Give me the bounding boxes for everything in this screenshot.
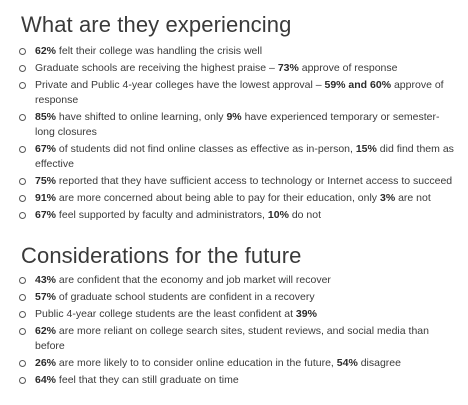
bullet-text: Graduate schools are receiving the highe… <box>35 62 278 74</box>
bullet-text: felt their college was handling the cris… <box>56 45 263 57</box>
bullet-text: are more concerned about being able to p… <box>56 192 380 204</box>
bullet-stat: 67% <box>35 209 57 221</box>
bullet-stat: 39% <box>295 308 317 320</box>
bullet-item: Graduate schools are receiving the highe… <box>18 61 454 76</box>
bullet-stat: 10% <box>267 209 289 221</box>
bullet-stat: 15% <box>355 143 377 155</box>
bullet-text: feel supported by faculty and administra… <box>56 209 268 221</box>
bullet-text: reported that they have sufficient acces… <box>56 175 453 187</box>
bullet-item: 62% felt their college was handling the … <box>18 44 454 59</box>
bullet-stat: 67% <box>35 143 57 155</box>
bullet-circle-icon <box>19 311 26 318</box>
bullet-stat: 26% <box>35 357 57 369</box>
bullet-circle-icon <box>19 212 26 219</box>
bullet-item: 57% of graduate school students are conf… <box>18 290 454 305</box>
bullet-item: 43% are confident that the economy and j… <box>18 273 454 288</box>
bullet-text: are more likely to to consider online ed… <box>56 357 337 369</box>
bullet-item: 26% are more likely to to consider onlin… <box>18 356 454 371</box>
future-bullet-list: 43% are confident that the economy and j… <box>18 273 454 390</box>
bullet-item: 62% are more reliant on college search s… <box>18 324 454 354</box>
bullet-stat: 57% <box>35 291 57 303</box>
bullet-stat: 62% <box>35 325 57 337</box>
bullet-circle-icon <box>19 82 26 89</box>
section-heading-experiencing: What are they experiencing <box>21 12 292 37</box>
bullet-item: Private and Public 4-year colleges have … <box>18 78 454 108</box>
bullet-item: 64% feel that they can still graduate on… <box>18 373 454 388</box>
bullet-circle-icon <box>19 178 26 185</box>
bullet-text: disagree <box>357 357 401 369</box>
bullet-stat: 54% <box>336 357 358 369</box>
bullet-item: 91% are more concerned about being able … <box>18 191 454 206</box>
bullet-text: Private and Public 4-year colleges have … <box>35 79 325 91</box>
bullet-text: approve of response <box>35 79 444 106</box>
bullet-circle-icon <box>19 377 26 384</box>
bullet-circle-icon <box>19 294 26 301</box>
bullet-circle-icon <box>19 277 26 284</box>
experiencing-bullet-list: 62% felt their college was handling the … <box>18 44 454 225</box>
bullet-text: have experienced temporary or semester-l… <box>35 111 440 138</box>
bullet-stat: 64% <box>35 374 57 386</box>
bullet-stat: 75% <box>35 175 57 187</box>
bullet-item: 85% have shifted to online learning, onl… <box>18 110 454 140</box>
bullet-text: of graduate school students are confiden… <box>56 291 315 303</box>
bullet-circle-icon <box>19 65 26 72</box>
bullet-circle-icon <box>19 114 26 121</box>
bullet-circle-icon <box>19 195 26 202</box>
bullet-circle-icon <box>19 48 26 55</box>
bullet-stat: 73% <box>277 62 299 74</box>
bullet-text: are confident that the economy and job m… <box>56 274 331 286</box>
bullet-text: feel that they can still graduate on tim… <box>56 374 239 386</box>
bullet-stat: 3% <box>379 192 396 204</box>
bullet-text: are more reliant on college search sites… <box>35 325 429 352</box>
bullet-stat: 91% <box>35 192 57 204</box>
section-heading-future: Considerations for the future <box>21 243 302 268</box>
bullet-text: did find them as effective <box>35 143 454 170</box>
bullet-item: 67% feel supported by faculty and admini… <box>18 208 454 223</box>
bullet-text: have shifted to online learning, only <box>56 111 227 123</box>
bullet-stat: 43% <box>35 274 57 286</box>
bullet-text: Public 4-year college students are the l… <box>35 308 296 320</box>
bullet-text: of students did not find online classes … <box>56 143 356 155</box>
bullet-text: do not <box>288 209 322 221</box>
bullet-text: are not <box>395 192 431 204</box>
bullet-item: Public 4-year college students are the l… <box>18 307 454 322</box>
bullet-item: 75% reported that they have sufficient a… <box>18 174 454 189</box>
bullet-circle-icon <box>19 146 26 153</box>
bullet-stat: 9% <box>226 111 242 123</box>
bullet-stat: 85% <box>35 111 57 123</box>
bullet-stat: 59% and 60% <box>324 79 392 91</box>
bullet-item: 67% of students did not find online clas… <box>18 142 454 172</box>
bullet-circle-icon <box>19 360 26 367</box>
bullet-circle-icon <box>19 328 26 335</box>
bullet-text: approve of response <box>298 62 398 74</box>
bullet-stat: 62% <box>35 45 57 57</box>
